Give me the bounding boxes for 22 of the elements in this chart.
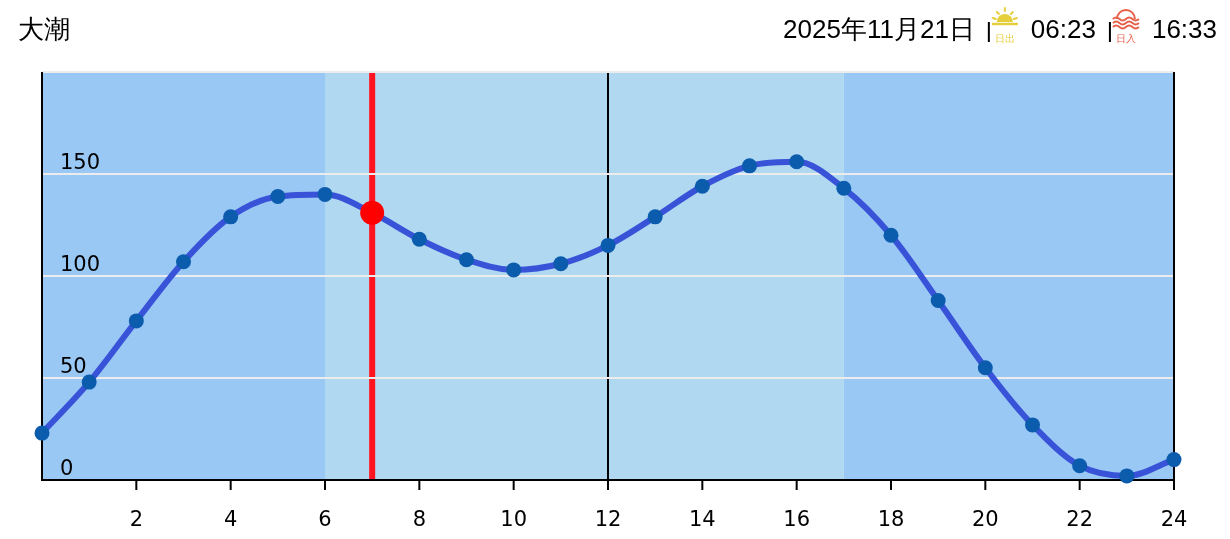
x-tick-label: 8	[412, 507, 427, 531]
x-tick-label: 12	[594, 507, 622, 531]
y-tick-label: 100	[60, 252, 101, 276]
x-tick-label: 6	[318, 507, 332, 531]
x-tick-label: 20	[971, 507, 999, 531]
x-tick-label: 10	[500, 507, 528, 531]
x-tick-label: 14	[688, 507, 716, 531]
text: 06:23	[1030, 14, 1096, 44]
text: 日出	[994, 33, 1015, 44]
y-tick-label: 0	[60, 456, 74, 480]
text: 2025年11月21日	[783, 14, 975, 44]
x-tick-label: 18	[877, 507, 905, 531]
y-tick-label: 50	[60, 354, 87, 378]
y-tick-label: 150	[60, 150, 101, 174]
x-tick-label: 16	[783, 507, 811, 531]
chart-title: 大潮	[18, 14, 70, 44]
text: 日入	[1115, 33, 1136, 44]
x-tick-label: 2	[129, 507, 144, 531]
x-tick-label: 4	[223, 507, 238, 531]
x-tick-label: 22	[1066, 507, 1094, 531]
x-tick-label: 24	[1160, 507, 1188, 531]
text: 16:33	[1151, 14, 1217, 44]
